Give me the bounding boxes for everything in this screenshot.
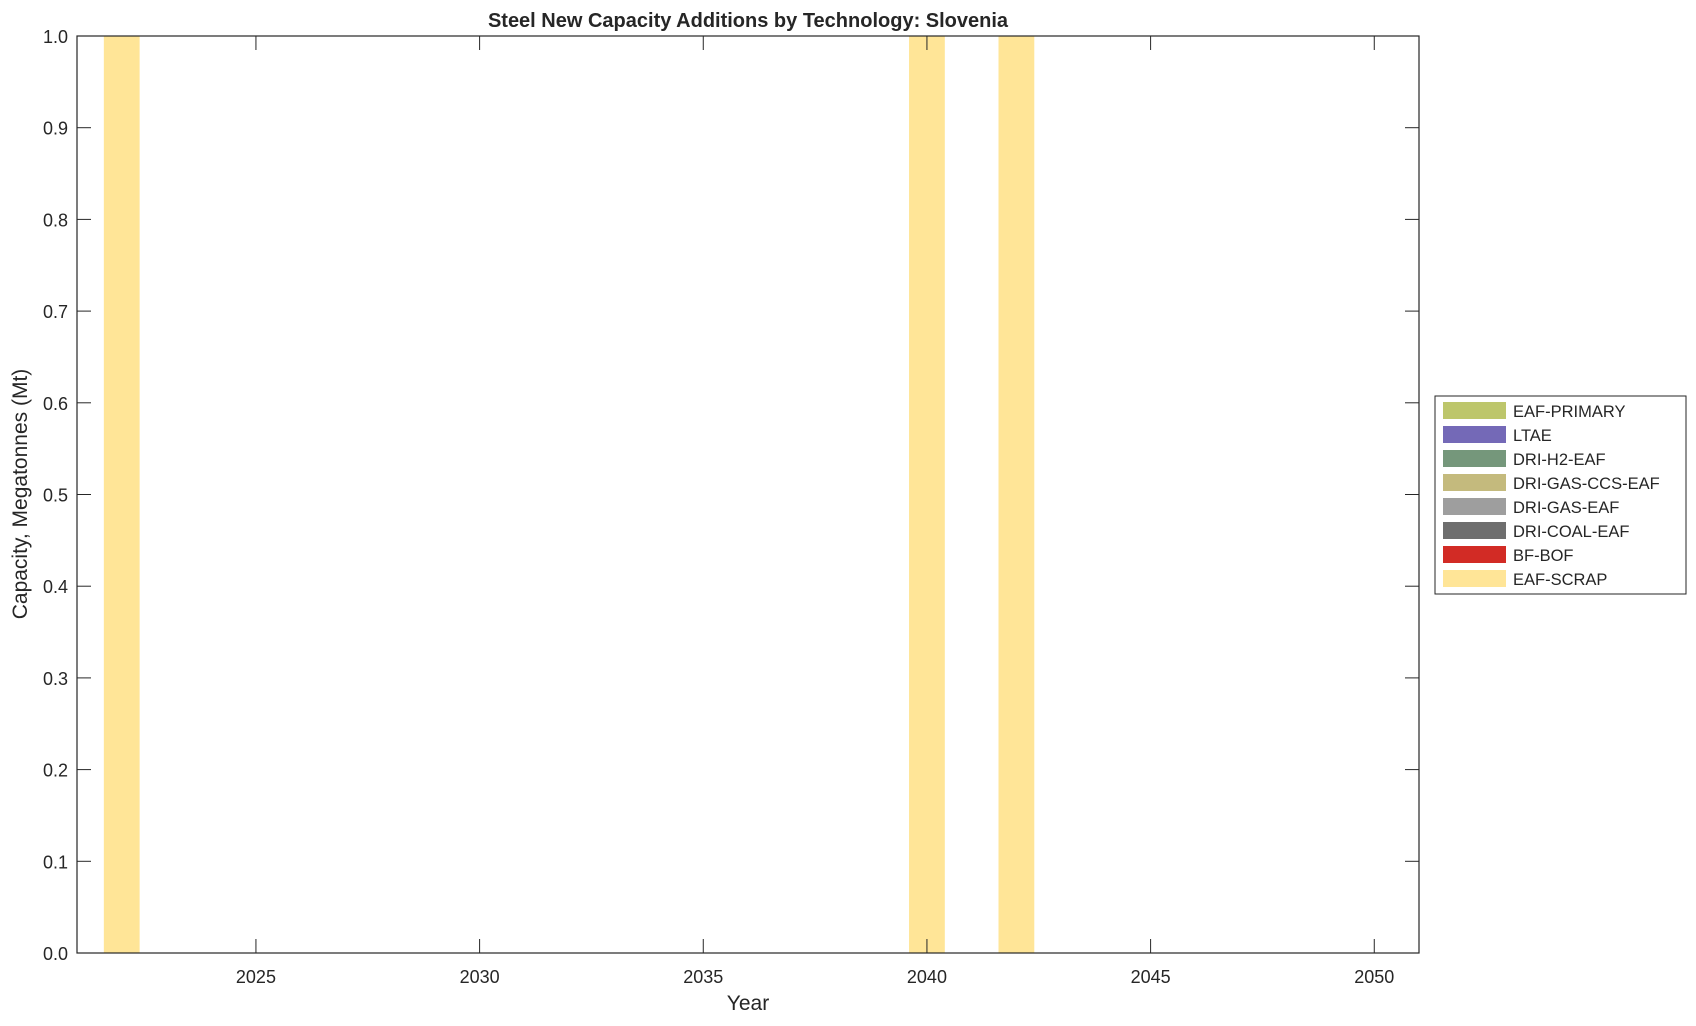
y-tick-label: 0.0 (43, 944, 68, 964)
bar-eaf-scrap-2022 (103, 36, 140, 953)
y-tick-label: 0.2 (43, 761, 68, 781)
legend-label: EAF-SCRAP (1513, 571, 1607, 589)
legend-swatch-dri-gas-ccs-eaf (1443, 474, 1506, 491)
y-tick-label: 0.3 (43, 669, 68, 689)
x-tick-label: 2045 (1131, 967, 1171, 987)
chart-title: Steel New Capacity Additions by Technolo… (488, 10, 1009, 32)
y-tick-label: 0.4 (43, 577, 68, 597)
legend-label: EAF-PRIMARY (1513, 403, 1625, 421)
legend-swatch-dri-h2-eaf (1443, 450, 1506, 467)
x-tick-label: 2050 (1354, 967, 1394, 987)
legend-swatch-eaf-primary (1443, 402, 1506, 419)
y-tick-label: 0.9 (43, 119, 68, 139)
bar-eaf-scrap-2042 (998, 36, 1035, 953)
legend-swatch-eaf-scrap (1443, 570, 1506, 587)
x-tick-label: 2025 (236, 967, 276, 987)
axis-ticks: 2025 2030 2035 2040 2045 2050 0.0 0.1 0.2 0.3 0.4 0… (43, 27, 1419, 987)
x-tick-label: 2035 (683, 967, 723, 987)
legend-label: BF-BOF (1513, 547, 1574, 565)
x-tick-label: 2030 (460, 967, 500, 987)
y-axis-label: Capacity, Megatonnes (Mt) (9, 369, 32, 620)
legend-swatch-ltae (1443, 426, 1506, 443)
bar-eaf-scrap-2040 (909, 36, 945, 953)
y-tick-label: 0.7 (43, 302, 68, 322)
y-tick-label: 0.1 (43, 852, 68, 872)
bars (103, 36, 1035, 953)
legend-swatch-bf-bof (1443, 546, 1506, 563)
legend-swatch-dri-coal-eaf (1443, 522, 1506, 539)
y-tick-label: 0.6 (43, 394, 68, 414)
x-axis-label: Year (727, 992, 769, 1015)
y-tick-label: 1.0 (43, 27, 68, 47)
y-tick-label: 0.5 (43, 486, 68, 506)
legend: EAF-PRIMARY LTAE DRI-H2-EAF DRI-GAS-CCS-EAF… (1434, 395, 1687, 595)
legend-label: DRI-H2-EAF (1513, 451, 1606, 469)
legend-label: DRI-GAS-CCS-EAF (1513, 475, 1660, 493)
legend-label: DRI-GAS-EAF (1513, 499, 1619, 517)
plot-area-frame (76, 35, 1420, 954)
legend-label: DRI-COAL-EAF (1513, 523, 1629, 541)
legend-label: LTAE (1513, 427, 1552, 445)
y-tick-label: 0.8 (43, 210, 68, 230)
x-tick-label: 2040 (907, 967, 947, 987)
legend-swatch-dri-gas-eaf (1443, 498, 1506, 515)
